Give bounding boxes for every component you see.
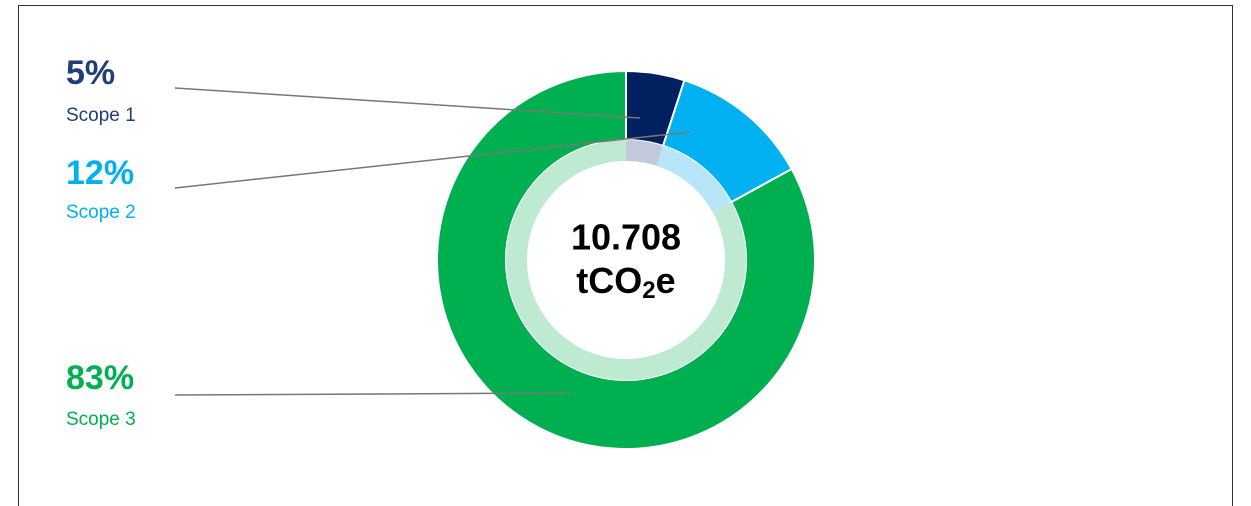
leader-lines [174, 87, 691, 396]
inner-ring-segment [656, 145, 732, 213]
labels: 5% Scope 1 12% Scope 2 83% Scope 3 [66, 54, 136, 430]
category-label: Scope 3 [66, 409, 136, 430]
center-unit: tCO2e [576, 260, 675, 305]
center-value: 10.708 [571, 217, 681, 258]
value-label: 5% [66, 54, 115, 92]
leader-line [174, 87, 641, 119]
donut [436, 69, 816, 450]
center-unit-part: tCO [576, 260, 642, 301]
center-unit-subscript: 2 [642, 277, 655, 304]
frame [18, 5, 1233, 506]
inner-ring-segment [626, 140, 664, 166]
category-label: Scope 1 [66, 105, 136, 126]
center-unit-part: e [656, 260, 676, 301]
leader-line [174, 131, 691, 189]
leader-line [174, 392, 571, 396]
value-label: 83% [66, 359, 134, 397]
value-label: 12% [66, 154, 134, 192]
category-label: Scope 2 [66, 202, 136, 223]
